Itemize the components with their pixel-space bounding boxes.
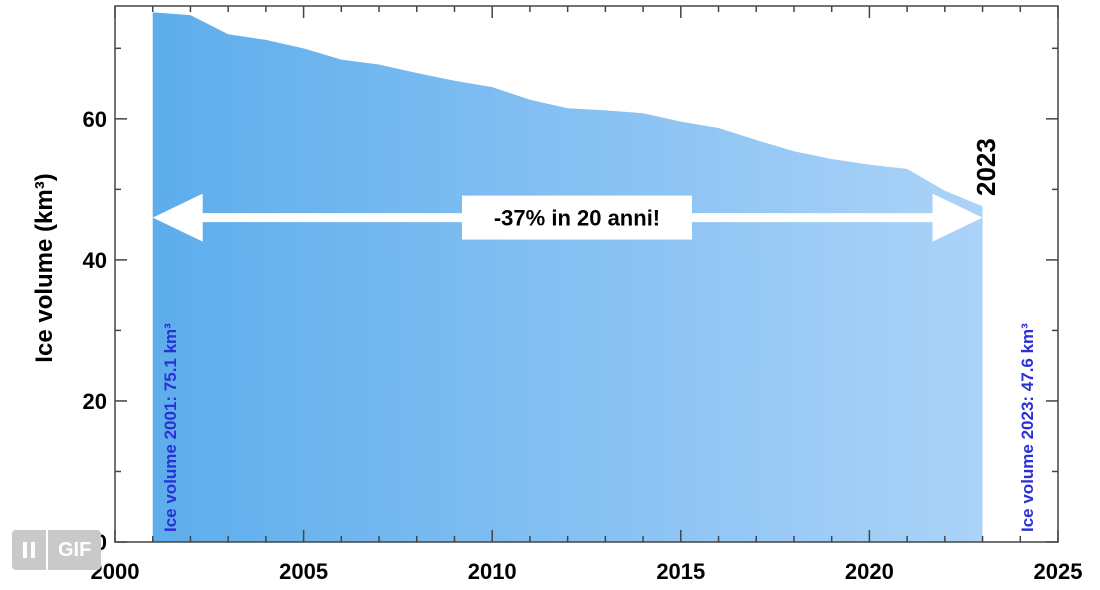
y-tick-label: 60	[83, 107, 107, 132]
x-tick-label: 2005	[279, 559, 328, 584]
pause-icon	[23, 542, 27, 558]
ice-volume-area	[152, 12, 983, 543]
plot-frame	[114, 5, 1059, 543]
arrow-head-left	[152, 193, 203, 242]
y-tick-label: 20	[83, 389, 107, 414]
x-tick-label: 2025	[1034, 559, 1083, 584]
x-tick-label: 2010	[468, 559, 517, 584]
x-tick-label: 2020	[845, 559, 894, 584]
change-label-box-outer	[462, 195, 692, 240]
end-volume-label: Ice volume 2023: 47.6 km³	[1018, 323, 1037, 532]
end-year-label: 2023	[971, 138, 1001, 196]
gif-badge: GIF	[12, 530, 102, 570]
y-tick-label: 40	[83, 248, 107, 273]
y-axis-title: Ice volume (km³)	[31, 173, 58, 362]
pause-icon-bar	[31, 542, 35, 558]
start-volume-label: Ice volume 2001: 75.1 km³	[161, 323, 180, 532]
arrow-head-right	[932, 193, 983, 242]
gif-label[interactable]: GIF	[58, 539, 92, 561]
pause-button[interactable]	[12, 530, 48, 570]
change-label: -37% in 20 anni!	[494, 206, 660, 231]
x-tick-label: 2015	[656, 559, 705, 584]
